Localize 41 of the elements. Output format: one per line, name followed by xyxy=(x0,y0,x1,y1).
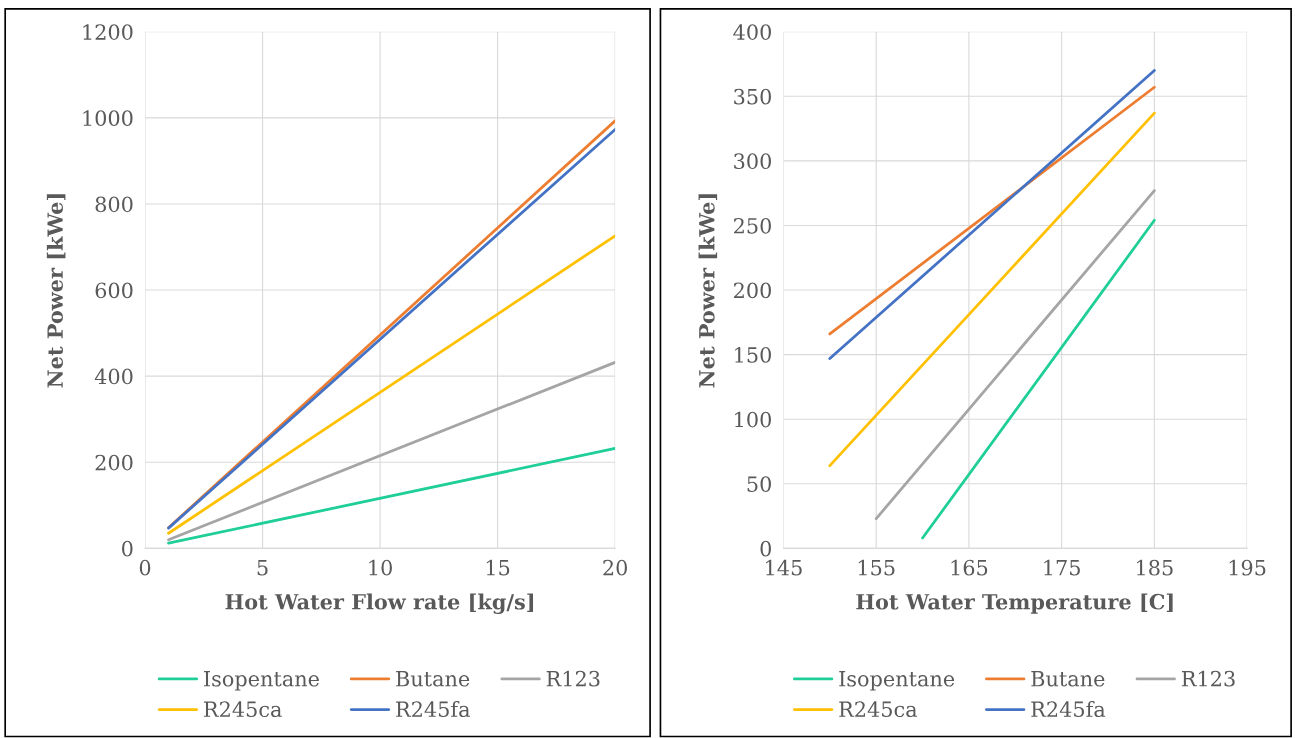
x-tick-label: 15 xyxy=(486,559,510,576)
y-tick-label: 350 xyxy=(734,88,771,105)
x-tick-label: 185 xyxy=(1137,559,1173,576)
legend-label: Butane xyxy=(396,671,470,687)
legend-label: R123 xyxy=(1181,670,1235,687)
x-tick-label: 175 xyxy=(1044,559,1080,576)
y-tick-label: 200 xyxy=(734,282,771,299)
legend-label: R123 xyxy=(546,670,600,687)
y-tick-label: 1200 xyxy=(83,24,133,40)
x-tick-label: 165 xyxy=(951,559,988,576)
y-tick-label: 400 xyxy=(94,368,133,385)
y-tick-label: 150 xyxy=(735,347,771,363)
y-tick-label: 0 xyxy=(122,540,133,557)
x-tick-label: 10 xyxy=(369,559,392,576)
y-tick-label: 800 xyxy=(95,196,133,213)
legend-label: Butane xyxy=(1031,671,1105,687)
x-axis-title: Hot Water Flow rate [kg/s] xyxy=(225,593,534,614)
x-tick-label: 155 xyxy=(858,559,895,576)
legend-label: R245fa xyxy=(1031,700,1106,718)
y-tick-label: 600 xyxy=(95,282,133,299)
legend-label: R245ca xyxy=(204,701,282,718)
x-tick-label: 5 xyxy=(257,560,268,576)
y-tick-label: 250 xyxy=(734,217,771,234)
x-tick-label: 195 xyxy=(1229,559,1266,576)
x-axis-title: Hot Water Temperature [C] xyxy=(856,593,1173,614)
y-tick-label: 1000 xyxy=(83,110,133,127)
y-tick-label: 300 xyxy=(734,153,771,170)
y-tick-label: 100 xyxy=(735,411,771,428)
x-tick-label: 145 xyxy=(766,559,802,576)
legend-label: R245ca xyxy=(839,701,918,718)
y-tick-label: 200 xyxy=(95,454,133,471)
legend-label: R245fa xyxy=(396,700,470,718)
legend-label: Isopentane xyxy=(204,671,319,691)
x-tick-label: 0 xyxy=(139,559,151,576)
y-axis-title: Net Power [kWe] xyxy=(46,194,66,388)
x-tick-label: 20 xyxy=(603,559,627,576)
legend-label: Isopentane xyxy=(839,671,955,691)
y-tick-label: 50 xyxy=(747,476,771,492)
y-axis-title: Net Power [kWe] xyxy=(698,194,718,388)
y-tick-label: 400 xyxy=(733,24,771,40)
y-tick-label: 0 xyxy=(760,540,771,557)
